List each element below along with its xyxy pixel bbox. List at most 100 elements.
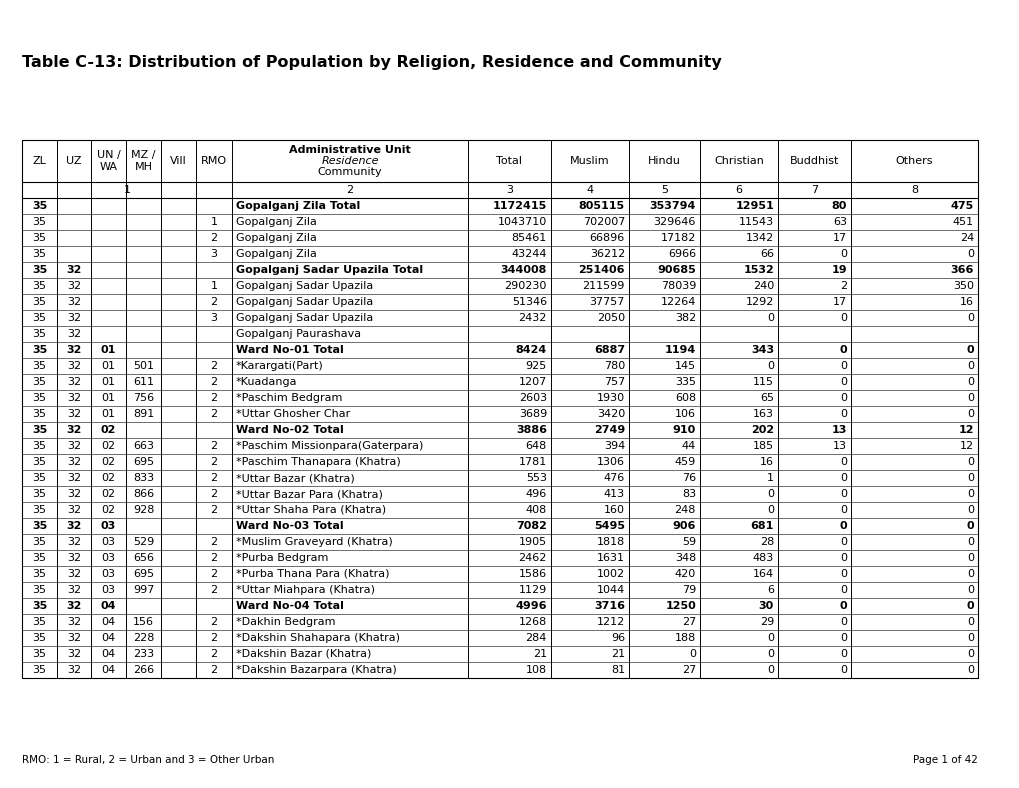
Text: 0: 0 bbox=[966, 617, 973, 627]
Text: 329646: 329646 bbox=[653, 217, 695, 227]
Text: 1: 1 bbox=[210, 217, 217, 227]
Text: 32: 32 bbox=[67, 441, 81, 451]
Text: 348: 348 bbox=[675, 553, 695, 563]
Text: *Kuadanga: *Kuadanga bbox=[235, 377, 298, 387]
Text: 695: 695 bbox=[132, 569, 154, 579]
Text: *Karargati(Part): *Karargati(Part) bbox=[235, 361, 323, 371]
Text: 0: 0 bbox=[965, 601, 973, 611]
Text: 80: 80 bbox=[830, 201, 846, 211]
Text: 43244: 43244 bbox=[511, 249, 546, 259]
Text: 35: 35 bbox=[33, 393, 47, 403]
Text: 85461: 85461 bbox=[512, 233, 546, 243]
Text: 1342: 1342 bbox=[745, 233, 773, 243]
Text: 0: 0 bbox=[966, 505, 973, 515]
Text: 394: 394 bbox=[603, 441, 625, 451]
Text: 2: 2 bbox=[210, 569, 217, 579]
Text: 211599: 211599 bbox=[582, 281, 625, 291]
Text: 233: 233 bbox=[132, 649, 154, 659]
Text: 0: 0 bbox=[766, 665, 773, 675]
Text: UN /: UN / bbox=[97, 150, 120, 160]
Text: 343: 343 bbox=[750, 345, 773, 355]
Text: *Dakshin Bazarpara (Khatra): *Dakshin Bazarpara (Khatra) bbox=[235, 665, 396, 675]
Text: *Purba Bedgram: *Purba Bedgram bbox=[235, 553, 328, 563]
Text: 1586: 1586 bbox=[519, 569, 546, 579]
Text: 03: 03 bbox=[102, 537, 115, 547]
Text: 0: 0 bbox=[766, 633, 773, 643]
Text: 451: 451 bbox=[952, 217, 973, 227]
Text: 0: 0 bbox=[966, 313, 973, 323]
Text: 0: 0 bbox=[840, 633, 846, 643]
Text: 408: 408 bbox=[525, 505, 546, 515]
Text: 32: 32 bbox=[67, 377, 81, 387]
Text: 0: 0 bbox=[965, 521, 973, 531]
Text: 8424: 8424 bbox=[516, 345, 546, 355]
Text: 27: 27 bbox=[681, 665, 695, 675]
Text: *Paschim Thanapara (Khatra): *Paschim Thanapara (Khatra) bbox=[235, 457, 400, 467]
Text: 1044: 1044 bbox=[596, 585, 625, 595]
Text: 833: 833 bbox=[132, 473, 154, 483]
Text: 32: 32 bbox=[67, 569, 81, 579]
Text: 0: 0 bbox=[966, 633, 973, 643]
Text: 188: 188 bbox=[675, 633, 695, 643]
Text: 0: 0 bbox=[966, 409, 973, 419]
Text: 2: 2 bbox=[210, 377, 217, 387]
Text: 925: 925 bbox=[525, 361, 546, 371]
Text: 420: 420 bbox=[675, 569, 695, 579]
Text: 29: 29 bbox=[759, 617, 773, 627]
Text: 16: 16 bbox=[759, 457, 773, 467]
Text: 108: 108 bbox=[526, 665, 546, 675]
Text: 66896: 66896 bbox=[589, 233, 625, 243]
Text: 0: 0 bbox=[840, 569, 846, 579]
Text: Gopalganj Zila Total: Gopalganj Zila Total bbox=[235, 201, 360, 211]
Text: 0: 0 bbox=[840, 457, 846, 467]
Text: 1306: 1306 bbox=[596, 457, 625, 467]
Text: 02: 02 bbox=[101, 505, 115, 515]
Text: 496: 496 bbox=[525, 489, 546, 499]
Bar bbox=[22, 140, 977, 678]
Text: 32: 32 bbox=[67, 633, 81, 643]
Text: 891: 891 bbox=[132, 409, 154, 419]
Text: 2432: 2432 bbox=[518, 313, 546, 323]
Text: 906: 906 bbox=[672, 521, 695, 531]
Text: Gopalganj Sadar Upazila Total: Gopalganj Sadar Upazila Total bbox=[235, 265, 423, 275]
Text: 32: 32 bbox=[67, 409, 81, 419]
Text: *Uttar Bazar (Khatra): *Uttar Bazar (Khatra) bbox=[235, 473, 355, 483]
Text: 19: 19 bbox=[830, 265, 846, 275]
Text: 35: 35 bbox=[33, 361, 47, 371]
Text: 79: 79 bbox=[681, 585, 695, 595]
Text: 459: 459 bbox=[675, 457, 695, 467]
Text: 32: 32 bbox=[67, 361, 81, 371]
Text: 1250: 1250 bbox=[664, 601, 695, 611]
Text: RMO: RMO bbox=[201, 156, 227, 166]
Text: 2: 2 bbox=[210, 441, 217, 451]
Text: 1631: 1631 bbox=[596, 553, 625, 563]
Text: 0: 0 bbox=[966, 569, 973, 579]
Text: 0: 0 bbox=[840, 473, 846, 483]
Text: 501: 501 bbox=[132, 361, 154, 371]
Text: 32: 32 bbox=[66, 521, 82, 531]
Text: 01: 01 bbox=[101, 345, 116, 355]
Text: 35: 35 bbox=[33, 233, 47, 243]
Text: 663: 663 bbox=[132, 441, 154, 451]
Text: Others: Others bbox=[895, 156, 932, 166]
Text: 35: 35 bbox=[33, 505, 47, 515]
Text: 2: 2 bbox=[210, 297, 217, 307]
Text: WA: WA bbox=[100, 162, 117, 172]
Text: 32: 32 bbox=[67, 457, 81, 467]
Text: 17: 17 bbox=[833, 297, 846, 307]
Text: 266: 266 bbox=[132, 665, 154, 675]
Text: 2: 2 bbox=[210, 585, 217, 595]
Text: 1292: 1292 bbox=[745, 297, 773, 307]
Text: 1212: 1212 bbox=[596, 617, 625, 627]
Text: 695: 695 bbox=[132, 457, 154, 467]
Text: 553: 553 bbox=[526, 473, 546, 483]
Text: 35: 35 bbox=[33, 377, 47, 387]
Text: 76: 76 bbox=[682, 473, 695, 483]
Text: 681: 681 bbox=[750, 521, 773, 531]
Text: 7: 7 bbox=[810, 185, 817, 195]
Text: 0: 0 bbox=[966, 249, 973, 259]
Text: 83: 83 bbox=[682, 489, 695, 499]
Text: 81: 81 bbox=[610, 665, 625, 675]
Text: 483: 483 bbox=[752, 553, 773, 563]
Text: 12264: 12264 bbox=[660, 297, 695, 307]
